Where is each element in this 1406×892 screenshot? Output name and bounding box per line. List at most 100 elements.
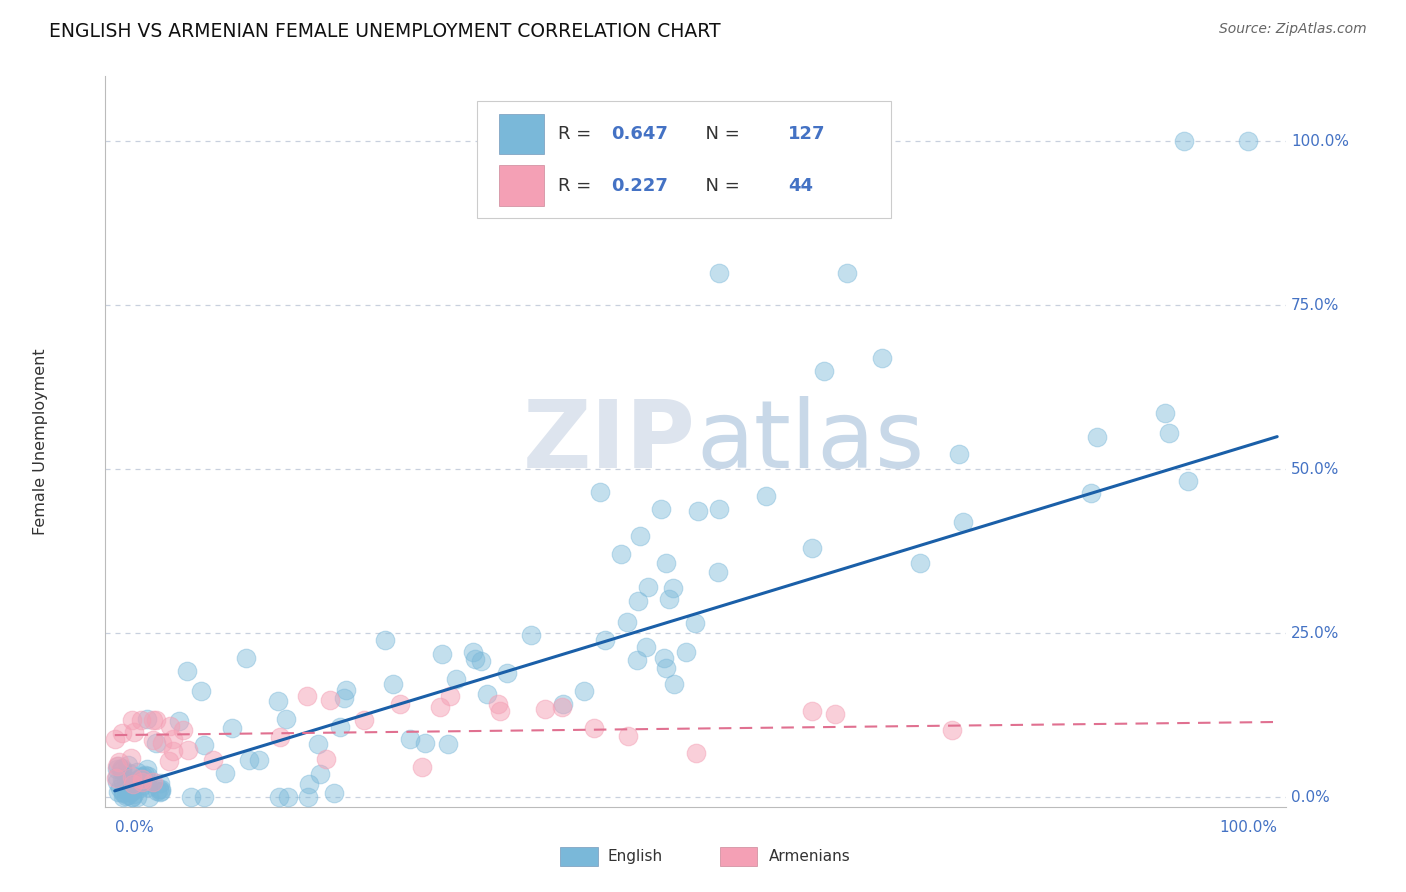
Text: 0.0%: 0.0%	[115, 821, 153, 836]
Point	[627, 593, 650, 607]
Point	[593, 633, 616, 648]
Point	[121, 713, 143, 727]
Point	[149, 781, 172, 796]
Point	[446, 673, 468, 687]
Point	[125, 789, 148, 804]
Point	[706, 566, 728, 580]
Point	[1153, 406, 1175, 420]
Point	[519, 627, 541, 641]
Point	[675, 645, 697, 659]
Text: N =: N =	[693, 177, 745, 194]
Point	[309, 767, 332, 781]
Point	[429, 699, 451, 714]
Point	[235, 651, 257, 665]
Point	[574, 684, 596, 698]
Text: N =: N =	[693, 126, 745, 144]
Point	[112, 786, 135, 800]
Point	[159, 719, 181, 733]
Point	[121, 789, 143, 804]
Text: Female Unemployment: Female Unemployment	[32, 348, 48, 535]
Point	[131, 769, 153, 783]
Point	[121, 789, 143, 804]
Point	[111, 774, 134, 789]
Point	[461, 645, 484, 659]
Point	[551, 697, 574, 711]
Point	[121, 777, 143, 791]
Point	[180, 789, 202, 804]
Point	[295, 689, 318, 703]
Point	[432, 647, 454, 661]
Point	[131, 778, 153, 792]
Point	[221, 721, 243, 735]
Point	[111, 772, 134, 787]
Point	[661, 581, 683, 595]
Point	[267, 789, 290, 804]
Point	[551, 699, 574, 714]
Text: ZIP: ZIP	[523, 395, 696, 488]
Point	[610, 547, 633, 561]
Point	[104, 732, 127, 747]
Point	[172, 723, 194, 737]
Point	[108, 755, 131, 769]
Point	[118, 785, 141, 799]
Point	[112, 785, 135, 799]
Point	[105, 759, 128, 773]
Text: 100.0%: 100.0%	[1219, 821, 1277, 836]
Point	[117, 774, 139, 789]
Point	[177, 742, 200, 756]
Point	[470, 655, 492, 669]
Point	[267, 694, 290, 708]
Point	[388, 698, 411, 712]
Point	[107, 759, 129, 773]
Text: ENGLISH VS ARMENIAN FEMALE UNEMPLOYMENT CORRELATION CHART: ENGLISH VS ARMENIAN FEMALE UNEMPLOYMENT …	[49, 22, 721, 41]
FancyBboxPatch shape	[478, 102, 891, 219]
Point	[323, 786, 346, 800]
Point	[709, 266, 731, 280]
Point	[952, 515, 974, 529]
Point	[399, 732, 422, 747]
FancyBboxPatch shape	[499, 165, 544, 206]
Point	[107, 785, 129, 799]
Point	[298, 777, 321, 791]
Text: 0.227: 0.227	[612, 177, 668, 194]
Point	[269, 730, 291, 744]
Point	[142, 732, 165, 747]
Point	[437, 737, 460, 751]
Point	[138, 789, 160, 804]
Point	[115, 783, 138, 797]
Point	[685, 746, 707, 760]
Point	[634, 640, 657, 654]
Point	[162, 732, 184, 747]
Point	[131, 772, 153, 787]
Point	[335, 682, 357, 697]
Text: Source: ZipAtlas.com: Source: ZipAtlas.com	[1219, 22, 1367, 37]
Text: R =: R =	[558, 126, 596, 144]
Point	[107, 775, 129, 789]
Text: 0.0%: 0.0%	[1291, 790, 1330, 805]
Point	[117, 788, 139, 802]
Text: atlas: atlas	[696, 395, 924, 488]
Point	[120, 750, 142, 764]
Point	[413, 737, 436, 751]
Point	[145, 784, 167, 798]
Point	[941, 723, 963, 738]
Point	[129, 713, 152, 727]
Point	[121, 770, 143, 784]
Point	[464, 652, 486, 666]
Point	[329, 719, 352, 733]
Point	[616, 615, 638, 629]
Point	[136, 769, 159, 783]
Point	[129, 770, 152, 784]
Point	[1177, 474, 1199, 488]
Point	[650, 501, 672, 516]
Point	[176, 665, 198, 679]
Point	[105, 770, 128, 784]
Point	[202, 753, 225, 767]
Text: 0.647: 0.647	[612, 126, 668, 144]
Point	[162, 744, 184, 758]
Point	[135, 712, 157, 726]
Text: R =: R =	[558, 177, 596, 194]
Point	[533, 702, 555, 716]
Text: 100.0%: 100.0%	[1291, 134, 1350, 149]
Point	[373, 632, 395, 647]
